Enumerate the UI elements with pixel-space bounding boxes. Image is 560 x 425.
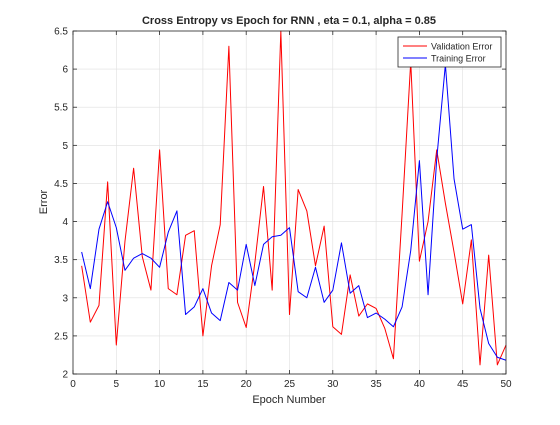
legend: Validation Error Training Error <box>397 36 502 68</box>
x-tick-label: 50 <box>500 379 512 390</box>
x-axis-label: Epoch Number <box>252 394 326 406</box>
legend-box <box>397 36 502 68</box>
y-tick-label: 5 <box>62 141 68 152</box>
ticks <box>72 30 507 375</box>
x-tick-label: 45 <box>457 379 469 390</box>
y-tick-label: 3 <box>62 293 68 304</box>
x-tick-label: 25 <box>284 379 296 390</box>
x-tick-label: 30 <box>327 379 339 390</box>
y-tick-label: 6 <box>62 65 68 76</box>
y-tick-label: 4.5 <box>54 179 68 190</box>
y-tick-label: 3.5 <box>54 255 68 266</box>
y-tick-label: 2.5 <box>54 331 68 342</box>
tick-labels: 0 5 10 15 20 25 30 35 40 45 50 2 2.5 3 3.5 4 4.5 5 5.5 6 6.5 <box>54 27 512 391</box>
series-line-training-error <box>81 64 507 361</box>
y-axis-label: Error <box>38 189 50 214</box>
x-tick-label: 20 <box>241 379 253 390</box>
y-tick-label: 4 <box>62 217 68 228</box>
x-tick-label: 0 <box>70 379 76 390</box>
series-layer <box>81 30 507 366</box>
y-tick-label: 6.5 <box>54 27 68 38</box>
y-tick-label: 5.5 <box>54 103 68 114</box>
legend-label: Validation Error <box>431 42 492 52</box>
x-tick-label: 35 <box>371 379 383 390</box>
y-tick-label: 2 <box>62 370 68 381</box>
x-tick-label: 5 <box>114 379 120 390</box>
series-line-validation-error <box>81 30 507 366</box>
x-tick-label: 15 <box>197 379 209 390</box>
chart-title: Cross Entropy vs Epoch for RNN , eta = 0… <box>142 15 436 27</box>
x-tick-label: 40 <box>414 379 426 390</box>
x-tick-label: 10 <box>154 379 166 390</box>
legend-label: Training Error <box>431 54 486 64</box>
